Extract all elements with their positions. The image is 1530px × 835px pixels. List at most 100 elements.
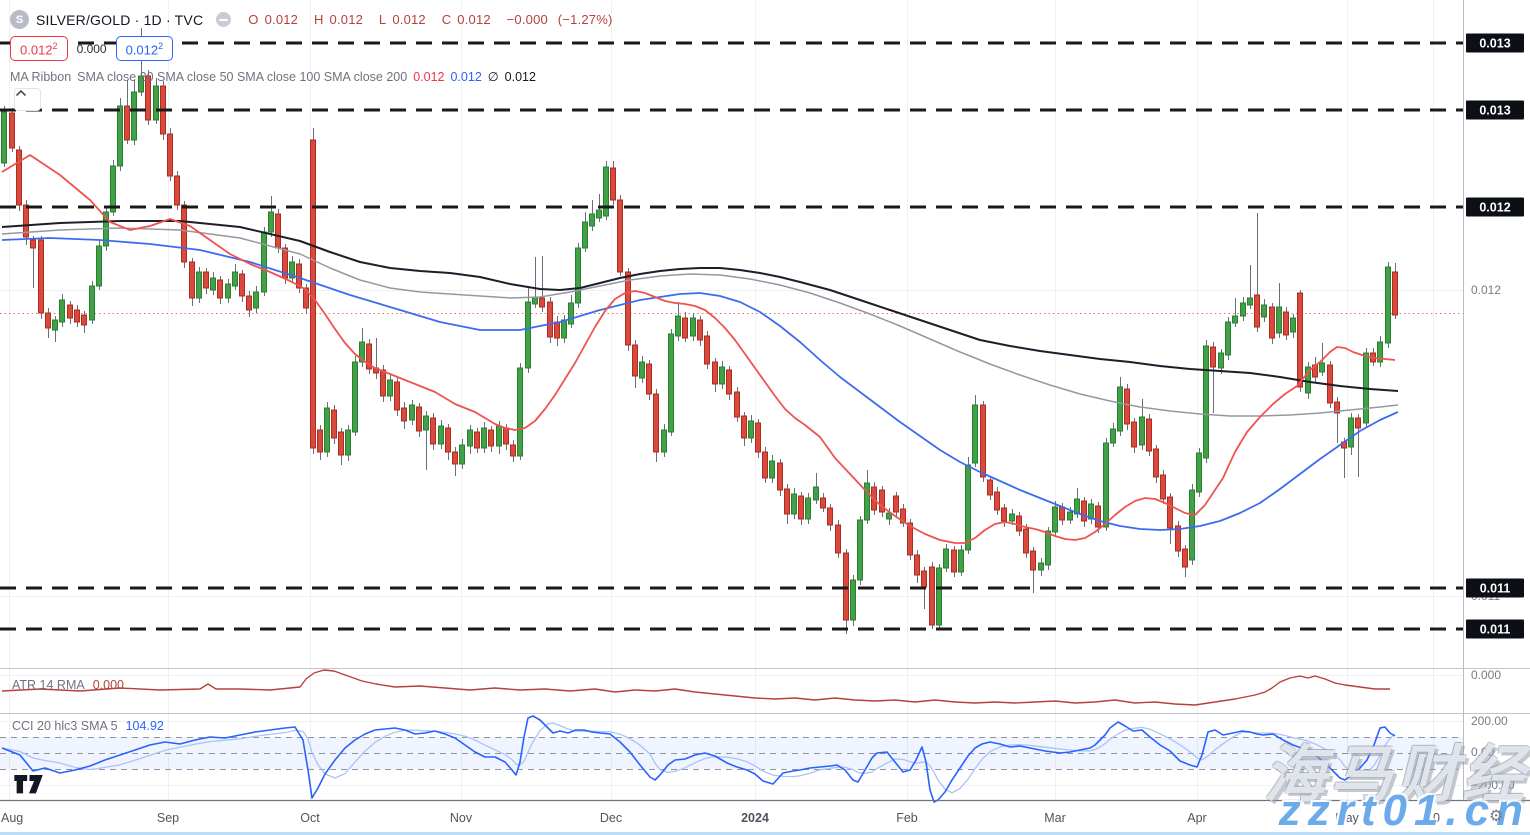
candle-down: [762, 451, 768, 479]
candle-down: [1269, 306, 1275, 339]
ma-value-sma50: 0.012: [450, 69, 482, 84]
candle-up: [850, 579, 856, 621]
collapse-legend-button[interactable]: [14, 88, 41, 111]
atr-label[interactable]: ATR 14 RMA: [12, 678, 85, 692]
candle-up: [1218, 352, 1224, 369]
symbol-title[interactable]: SILVER/GOLD · 1D · TVC: [36, 11, 204, 28]
candle-up: [438, 425, 444, 445]
candle-down: [554, 321, 560, 339]
candle-up: [1074, 498, 1080, 515]
candle-down: [893, 495, 899, 513]
candle-up: [1067, 511, 1073, 521]
candle-up: [1009, 513, 1015, 522]
candle-up: [1225, 321, 1231, 356]
candle-down: [879, 489, 885, 513]
time-tick-label: 20: [1426, 811, 1440, 825]
candle-up: [324, 407, 330, 453]
ma-ribbon-params: SMA close 20 SMA close 50 SMA close 100 …: [77, 69, 408, 84]
candle-down: [929, 566, 935, 626]
candle-down: [900, 508, 906, 524]
candle-up: [1240, 302, 1246, 317]
candle-down: [712, 361, 718, 385]
candle-down: [704, 335, 710, 365]
candle-up: [936, 567, 942, 626]
candle-down: [734, 391, 740, 418]
bottom-strip: [0, 832, 1530, 835]
candle-down: [310, 139, 316, 449]
candle-down: [726, 369, 732, 395]
candle-down: [1131, 421, 1137, 448]
candle-down: [74, 309, 80, 323]
candle-down: [510, 444, 516, 457]
candle-up: [131, 91, 137, 141]
candle-up: [517, 367, 523, 457]
candle-up: [1232, 315, 1238, 324]
gear-icon[interactable]: ⚙: [1489, 808, 1504, 825]
candle-down: [1153, 448, 1159, 478]
candle-down: [474, 431, 480, 449]
candle-down: [174, 175, 180, 206]
candle-up: [467, 429, 473, 447]
candle-down: [203, 271, 209, 289]
candle-up: [1261, 304, 1267, 318]
candle-down: [820, 497, 826, 509]
candle-down: [980, 404, 986, 478]
price-tick-label: 0.012: [1471, 283, 1501, 297]
candle-down: [1160, 474, 1166, 500]
candle-down: [1023, 528, 1029, 554]
time-tick-label: Mar: [1044, 811, 1066, 825]
candle-down: [401, 407, 407, 422]
cci-label[interactable]: CCI 20 hlc3 SMA 5: [12, 719, 118, 733]
candle-down: [38, 239, 44, 314]
candle-up: [943, 548, 949, 569]
price-level-badge: [1466, 197, 1524, 217]
candle-down: [1001, 507, 1007, 522]
candle-up: [690, 317, 696, 337]
watermark-chinese-text: 海马财经: [1263, 741, 1528, 810]
candle-down: [835, 524, 841, 554]
atr-value: 0.000: [92, 678, 124, 692]
candle-down: [239, 273, 245, 297]
cci-legend[interactable]: CCI 20 hlc3 SMA 5 104.92: [12, 719, 164, 733]
candle-up: [459, 444, 465, 465]
candle-down: [503, 427, 509, 445]
cci-sma-line: [1, 722, 1396, 794]
candle-up: [1110, 428, 1116, 444]
atr-legend[interactable]: ATR 14 RMA 0.000: [12, 678, 124, 692]
candle-down: [1146, 418, 1152, 452]
candle-up: [387, 379, 393, 397]
candle-down: [217, 279, 223, 299]
candle-down: [987, 479, 993, 496]
candle-up: [589, 213, 595, 227]
candle-down: [682, 317, 688, 339]
candle-up: [52, 319, 58, 331]
candle-up: [1189, 489, 1195, 561]
candle-up: [596, 209, 602, 219]
candle-up: [196, 271, 202, 299]
price-tick-label: 200.00: [1471, 714, 1508, 728]
spread-value: 0.000: [76, 41, 107, 56]
candle-up: [481, 427, 487, 449]
candle-up: [1103, 442, 1109, 528]
candle-up: [668, 333, 674, 433]
candle-down: [167, 133, 173, 177]
candle-down: [488, 429, 494, 447]
time-tick-label: May: [1335, 811, 1359, 825]
candle-up: [719, 366, 725, 385]
ma-average-symbol: ∅: [487, 70, 499, 84]
ma-ribbon-legend[interactable]: MA Ribbon SMA close 20 SMA close 50 SMA …: [10, 69, 536, 85]
candle-up: [805, 497, 811, 520]
candle-down: [303, 287, 309, 309]
candle-up: [532, 296, 538, 305]
candle-down: [625, 271, 631, 346]
candle-down: [30, 239, 36, 249]
candle-up: [1348, 417, 1354, 448]
ma-ribbon-label[interactable]: MA Ribbon: [10, 69, 72, 84]
candle-down: [181, 204, 187, 263]
candle-up: [748, 420, 754, 439]
time-tick-label: Nov: [450, 811, 473, 825]
minus-circle-icon[interactable]: [216, 12, 232, 27]
candle-up: [769, 460, 775, 479]
